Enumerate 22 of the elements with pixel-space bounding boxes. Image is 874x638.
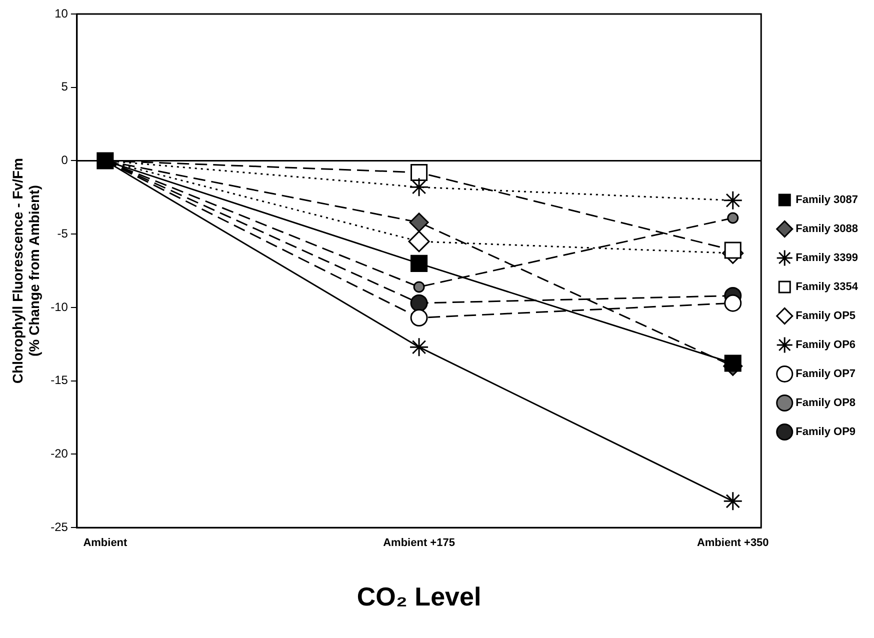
x-tick-label: Ambient bbox=[83, 537, 128, 550]
legend-label: Family OP5 bbox=[796, 310, 856, 322]
legend-label: Family 3087 bbox=[796, 194, 858, 206]
x-tick-label: Ambient +175 bbox=[383, 537, 455, 550]
legend-label: Family OP9 bbox=[796, 426, 856, 438]
legend-label: Family OP6 bbox=[796, 339, 856, 352]
legend-label: Family OP7 bbox=[796, 368, 856, 380]
y-tick-label: -5 bbox=[57, 226, 68, 240]
legend-label: Family 3088 bbox=[796, 223, 858, 236]
x-axis-title: CO₂ Level bbox=[356, 582, 482, 612]
y-axis-title: Chlorophyll Fluorescence - Fv/Fm (% Change from Ambient) bbox=[9, 158, 42, 384]
y-tick-label: -15 bbox=[50, 373, 68, 388]
legend-label: Family 3399 bbox=[796, 252, 858, 264]
x-tick-label: Ambient +350 bbox=[696, 537, 769, 550]
y-tick-label: -20 bbox=[50, 446, 68, 461]
legend-label: Family 3354 bbox=[796, 281, 859, 294]
y-tick-label: -10 bbox=[50, 300, 68, 314]
y-tick-label: 0 bbox=[61, 153, 68, 168]
legend-label: Family OP8 bbox=[796, 397, 856, 410]
y-tick-label: 10 bbox=[54, 6, 68, 20]
y-tick-label: 5 bbox=[61, 80, 68, 94]
y-tick-label: -25 bbox=[50, 520, 68, 534]
